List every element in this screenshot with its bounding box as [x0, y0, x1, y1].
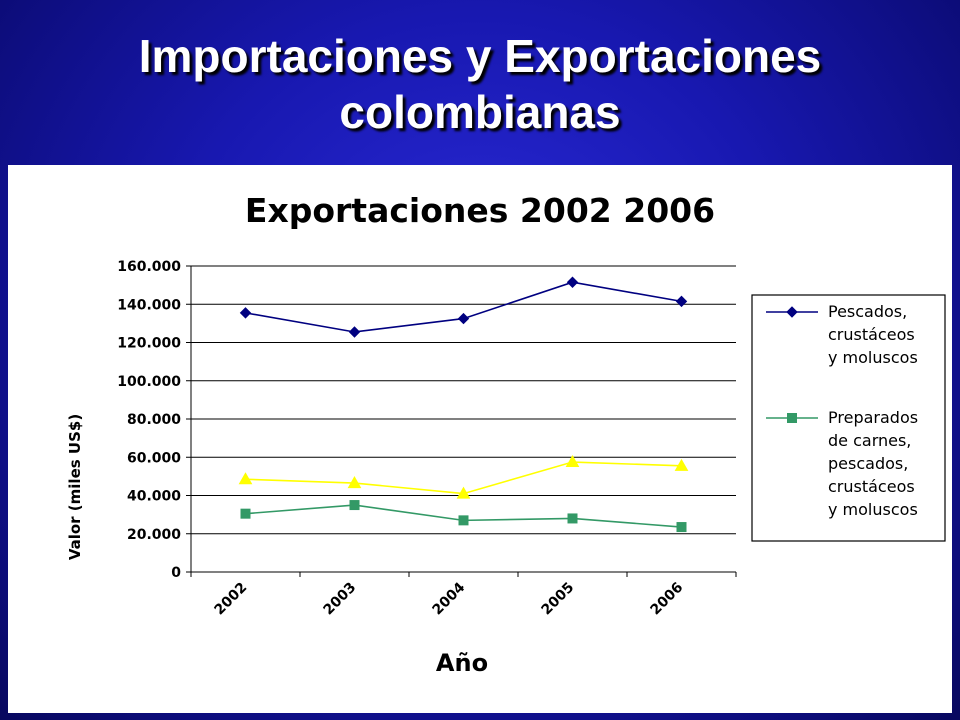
data-point: [456, 486, 471, 499]
y-axis-label: Valor (miles US$): [66, 414, 84, 560]
series-3: [238, 455, 689, 499]
legend-entry-2: Preparados de carnes, pescados, crustáceos y…: [766, 408, 918, 519]
x-tick-label: 2003: [320, 580, 359, 619]
y-tick-label: 120.000: [117, 336, 181, 352]
slide-title-line-2: colombianas: [339, 86, 621, 138]
x-axis-label: Año: [436, 649, 488, 677]
legend-entry-3: Camarón de: [766, 560, 926, 579]
slide-title: Importaciones y Exportaciones colombiana…: [0, 28, 960, 140]
legend-label: Preparados: [828, 408, 918, 427]
line-chart: Exportaciones 2002 2006 0 20.000 40.000 60.…: [66, 191, 946, 677]
x-tick-label: 2006: [647, 580, 686, 619]
data-point: [566, 276, 579, 288]
legend-label: crustáceos: [828, 325, 915, 344]
data-point: [457, 312, 470, 325]
chart-title: Exportaciones 2002 2006: [245, 191, 715, 230]
data-point: [348, 326, 361, 338]
legend-label: crustáceos: [828, 477, 915, 496]
x-tick-label: 2004: [429, 579, 468, 618]
chart-panel: Exportaciones 2002 2006 0 20.000 40.000 60.…: [8, 165, 952, 713]
y-tick-label: 20.000: [127, 527, 181, 543]
series-line: [245, 281, 682, 333]
x-tick-label: 2005: [538, 580, 577, 619]
data-point: [565, 455, 580, 468]
legend-label: de carnes,: [828, 431, 911, 450]
y-tick-label: 0: [171, 565, 181, 581]
data-point: [349, 500, 360, 511]
data-point: [239, 307, 252, 319]
y-tick-label: 40.000: [127, 489, 181, 505]
legend-label: y moluscos: [828, 348, 918, 367]
y-tick-label: 60.000: [127, 450, 181, 466]
data-point: [240, 508, 251, 519]
gridlines: [191, 265, 736, 535]
y-tick-label: 100.000: [117, 374, 181, 390]
slide-title-line-1: Importaciones y Exportaciones: [138, 30, 822, 82]
y-tick-label: 140.000: [117, 297, 181, 313]
legend-label: y moluscos: [828, 500, 918, 519]
data-point: [458, 515, 469, 526]
axes: 0 20.000 40.000 60.000 80.000 100.000 120.000 1…: [117, 259, 737, 619]
data-point: [676, 522, 687, 533]
data-point: [674, 458, 689, 471]
series-1: [239, 276, 688, 338]
legend-swatch-marker: [786, 306, 798, 318]
y-tick-label: 160.000: [117, 259, 181, 275]
y-tick-label: 80.000: [127, 412, 181, 428]
series-2: [240, 500, 687, 533]
legend-label: Pescados,: [828, 302, 907, 321]
data-point: [567, 513, 578, 524]
data-point: [238, 472, 253, 485]
data-point: [675, 295, 688, 308]
legend: Pescados, crustáceos y moluscos Preparados d…: [751, 294, 946, 579]
legend-swatch-marker: [786, 564, 798, 575]
data-series: [238, 276, 689, 533]
legend-label: pescados,: [828, 454, 908, 473]
legend-label: Camarón de: [828, 560, 926, 579]
legend-swatch-marker: [787, 413, 797, 423]
x-tick-label: 2002: [211, 580, 250, 619]
legend-entries: Pescados, crustáceos y moluscos Preparados d…: [766, 302, 926, 579]
data-point: [347, 476, 362, 489]
legend-entry-1: Pescados, crustáceos y moluscos: [766, 302, 918, 367]
